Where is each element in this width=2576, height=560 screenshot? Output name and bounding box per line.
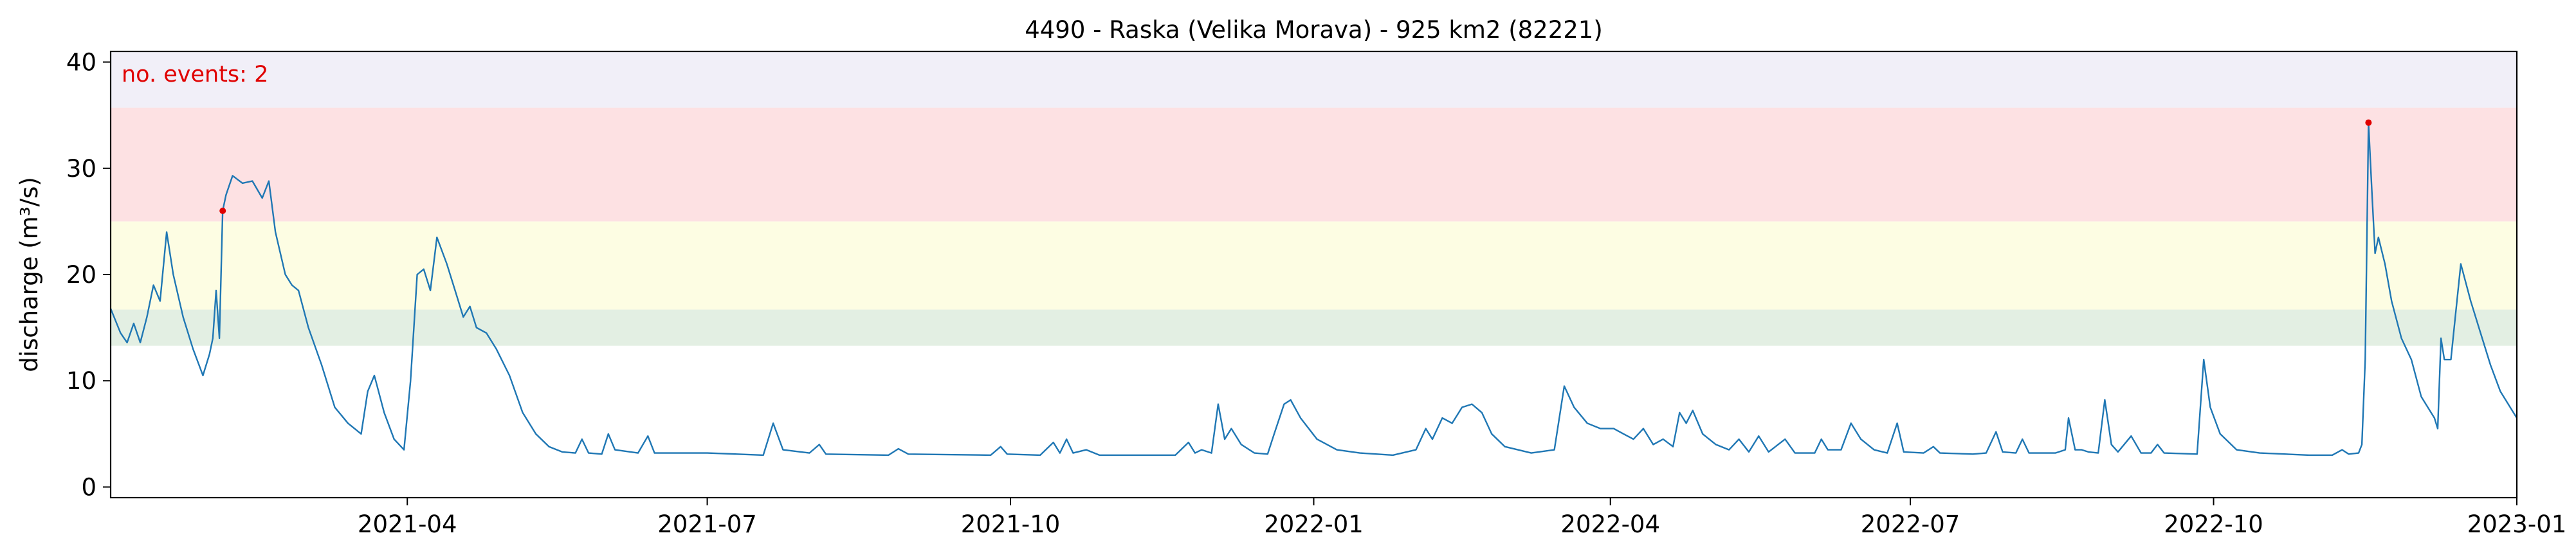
event-marker-1 <box>219 207 226 214</box>
event-marker-2 <box>2365 119 2372 126</box>
x-axis: 2021-04 2021-07 2021-10 2022-01 2022-04 2022-… <box>358 498 2566 538</box>
x-tick-label: 2022-07 <box>1861 510 1960 538</box>
x-tick-label: 2021-10 <box>961 510 1061 538</box>
x-tick-label: 2023-01 <box>2467 510 2567 538</box>
y-tick-label: 0 <box>81 473 96 501</box>
y-axis: 0 10 20 30 40 <box>66 49 111 501</box>
discharge-line <box>109 122 2518 456</box>
x-tick-label: 2021-07 <box>657 510 757 538</box>
y-tick-label: 40 <box>66 49 96 77</box>
x-tick-label: 2021-04 <box>358 510 457 538</box>
y-tick-label: 20 <box>66 261 96 289</box>
x-tick-label: 2022-01 <box>1264 510 1364 538</box>
y-axis-title: discharge (m³/s) <box>15 177 43 372</box>
chart-title: 4490 - Raska (Velika Morava) - 925 km2 (… <box>1025 16 1603 44</box>
y-tick-label: 30 <box>66 155 96 183</box>
discharge-series <box>109 122 2518 456</box>
y-tick-label: 10 <box>66 367 96 395</box>
threshold-bands <box>111 51 2517 346</box>
band-yellow <box>111 221 2517 310</box>
events-count-annotation: no. events: 2 <box>122 62 268 87</box>
event-markers <box>219 119 2372 214</box>
band-low <box>111 309 2517 346</box>
x-tick-label: 2022-10 <box>2164 510 2263 538</box>
band-red <box>111 107 2517 222</box>
x-tick-label: 2022-04 <box>1560 510 1660 538</box>
band-purple <box>111 51 2517 108</box>
